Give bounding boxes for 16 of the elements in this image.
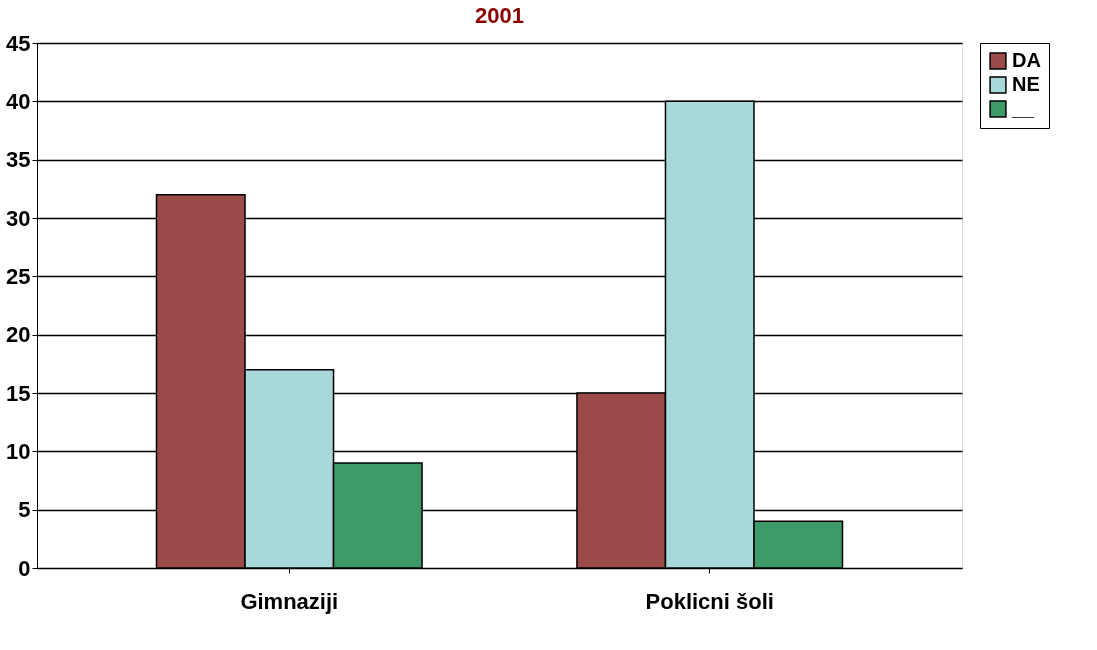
x-tick-label: Poklicni šoli [645,588,774,614]
y-tick-label: 40 [6,88,31,114]
y-tick-label: 0 [18,555,31,581]
y-tick-label: 20 [6,322,31,348]
y-tick-label: 15 [6,380,31,406]
legend-label: DA [1012,49,1041,71]
y-tick-label: 10 [6,438,31,464]
chart-title: 2001 [475,3,524,28]
y-tick-label: 45 [6,30,31,56]
legend-label: NE [1012,73,1040,95]
y-tick-label: 30 [6,205,31,231]
legend-label: __ [1011,97,1036,119]
y-tick-label: 35 [6,147,31,173]
y-tick-label: 25 [6,263,31,289]
x-tick-label: Gimnaziji [240,588,339,614]
y-tick-label: 5 [18,497,31,523]
